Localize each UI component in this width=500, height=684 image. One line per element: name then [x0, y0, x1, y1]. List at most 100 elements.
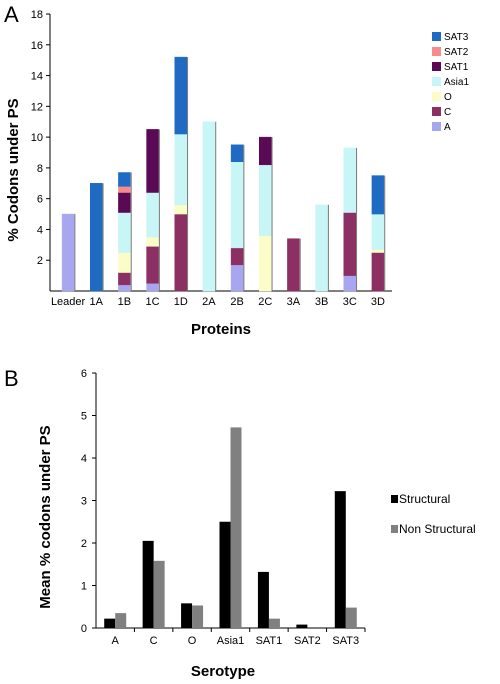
chart-a-y-tick-label: 8 [37, 163, 43, 175]
chart-b-bar-structural-sat1 [257, 571, 269, 628]
panel-a-letter: A [4, 2, 19, 27]
chart-a-x-tick-label: 1C [146, 296, 160, 308]
chart-a-legend-label-asia1: Asia1 [444, 77, 469, 88]
chart-a-y-tick-label: 6 [37, 194, 43, 206]
chart-b-y-tick-label: 2 [81, 538, 87, 550]
chart-a-bar-segment-asia1-1d [174, 133, 187, 206]
chart-a-bar-segment-sat3-1a [90, 183, 103, 292]
chart-a-bar-segment-asia1-3d [371, 213, 385, 250]
chart-a-bar-segment-asia1-3c [343, 147, 356, 213]
chart-a-legend-swatch-a [432, 122, 441, 131]
chart-b-x-tick-label: O [188, 635, 197, 647]
chart-a-legend-label-a: A [444, 122, 451, 133]
chart-a-y-tick-label: 4 [37, 224, 43, 236]
chart-a-bar-segment-asia1-3b [315, 204, 328, 292]
chart-a-legend-swatch-asia1 [432, 77, 441, 86]
chart-a-y-tick-label: 10 [31, 132, 43, 144]
chart-b-legend-swatch-non-structural [391, 525, 398, 533]
chart-a: % Codons under PS Proteins 2 4 6 8 10 12 14 16 1… [5, 9, 469, 338]
chart-a-bar-segment-c-1d [174, 213, 187, 292]
chart-a-bar-segment-sat1-2c [259, 136, 272, 166]
chart-b-y-tick-label: 4 [81, 453, 87, 465]
chart-a-bar-segment-c-2b [230, 247, 244, 266]
chart-b-x-axis-label: Serotype [191, 663, 255, 680]
chart-a-bar-segment-asia1-2c [259, 164, 272, 236]
chart-a-y-tick-label: 16 [31, 40, 43, 52]
chart-a-x-tick-label: Leader [51, 296, 86, 308]
chart-a-legend-label-sat1: SAT1 [444, 62, 469, 73]
chart-b-legend-label-structural: Structural [399, 492, 450, 506]
chart-a-bar-segment-c-1c [146, 246, 159, 284]
chart-a-bar-segment-c-1b [118, 272, 131, 286]
chart-b: Mean % codons under PS Serotype 0 1 2 3 4 5 6 A… [37, 368, 476, 680]
chart-a-x-tick-label: 2B [230, 296, 243, 308]
chart-b-y-tick-label: 0 [81, 623, 87, 635]
chart-b-bar-structural-c [142, 540, 154, 628]
chart-b-y-tick-label: 3 [81, 496, 87, 508]
chart-a-bar-segment-asia1-1b [118, 212, 131, 253]
chart-b-x-tick-label: SAT3 [332, 635, 359, 647]
chart-a-y-tick-label: 12 [31, 101, 43, 113]
chart-b-bar-structural-asia1 [219, 521, 231, 628]
chart-b-bar-non-structural-sat1 [268, 618, 280, 628]
chart-a-legend-swatch-sat3 [432, 32, 441, 41]
chart-a-x-tick-label: 1D [174, 296, 188, 308]
chart-b-bar-structural-sat2 [296, 624, 308, 628]
chart-a-y-axis-label: % Codons under PS [5, 98, 22, 241]
chart-a-bar-segment-a-1c [146, 283, 159, 292]
chart-a-x-tick-label: 2A [202, 296, 216, 308]
chart-a-y-tick-label: 18 [31, 9, 43, 21]
chart-a-legend-swatch-c [432, 107, 441, 116]
chart-a-bar-segment-sat3-3d [371, 175, 385, 215]
chart-b-x-tick-label: Asia1 [217, 635, 245, 647]
chart-b-bar-non-structural-a [115, 613, 127, 628]
chart-b-y-axis-label: Mean % codons under PS [37, 425, 54, 608]
chart-a-bar-segment-sat3-1d [174, 56, 187, 135]
chart-b-legend-swatch-structural [391, 495, 398, 503]
chart-a-bar-segment-o-2c [259, 235, 272, 292]
chart-b-bar-structural-sat3 [334, 491, 346, 628]
chart-a-bar-segment-sat1-1c [146, 129, 159, 193]
chart-a-y-tick-label: 14 [31, 71, 43, 83]
chart-a-x-tick-label: 1A [90, 296, 104, 308]
chart-a-bar-segment-c-3d [371, 252, 385, 292]
chart-a-bar-segment-a-leader [61, 213, 75, 292]
chart-a-bar-segment-sat3-1b [118, 172, 131, 187]
panel-b-letter: B [4, 366, 19, 391]
chart-b-bar-non-structural-sat3 [345, 607, 357, 628]
chart-b-y-tick-label: 6 [81, 368, 87, 380]
chart-a-legend-swatch-sat1 [432, 62, 441, 71]
chart-a-legend-label-sat2: SAT2 [444, 47, 469, 58]
chart-a-x-tick-label: 3A [287, 296, 301, 308]
chart-a-bar-segment-o-1b [118, 252, 131, 273]
chart-a-bar-segment-a-2b [230, 264, 244, 292]
chart-a-y-tick-label: 2 [37, 255, 43, 267]
chart-b-x-tick-label: SAT1 [256, 635, 283, 647]
chart-a-legend-swatch-sat2 [432, 47, 441, 56]
chart-a-bar-segment-sat1-1b [118, 192, 131, 213]
chart-b-bar-structural-o [181, 603, 193, 628]
chart-a-bar-segment-o-1c [146, 236, 159, 247]
chart-a-legend-label-o: O [444, 92, 452, 103]
chart-a-bar-segment-a-1b [118, 284, 131, 292]
chart-a-x-tick-label: 2C [258, 296, 272, 308]
chart-a-bar-segment-o-3d [371, 249, 385, 253]
chart-a-legend-swatch-o [432, 92, 441, 101]
chart-b-y-tick-label: 1 [81, 581, 87, 593]
chart-b-y-tick-label: 5 [81, 411, 87, 423]
chart-a-bar-segment-o-1d [174, 204, 187, 215]
chart-b-x-tick-label: SAT2 [294, 635, 321, 647]
chart-b-bar-non-structural-asia1 [230, 427, 242, 628]
chart-a-bar-segment-a-3c [343, 275, 356, 292]
chart-a-bar-segment-c-3a [287, 238, 300, 292]
chart-a-x-tick-label: 3D [371, 296, 385, 308]
chart-b-x-tick-label: C [150, 635, 158, 647]
chart-b-bar-non-structural-c [153, 560, 165, 628]
chart-b-legend-label-non-structural: Non Structural [399, 522, 476, 536]
chart-a-x-axis-label: Proteins [191, 321, 251, 338]
chart-a-legend-label-sat3: SAT3 [444, 32, 469, 43]
chart-a-x-tick-label: 3B [315, 296, 328, 308]
chart-a-bar-segment-sat2-1b [118, 186, 131, 193]
chart-a-legend-label-c: C [444, 107, 451, 118]
